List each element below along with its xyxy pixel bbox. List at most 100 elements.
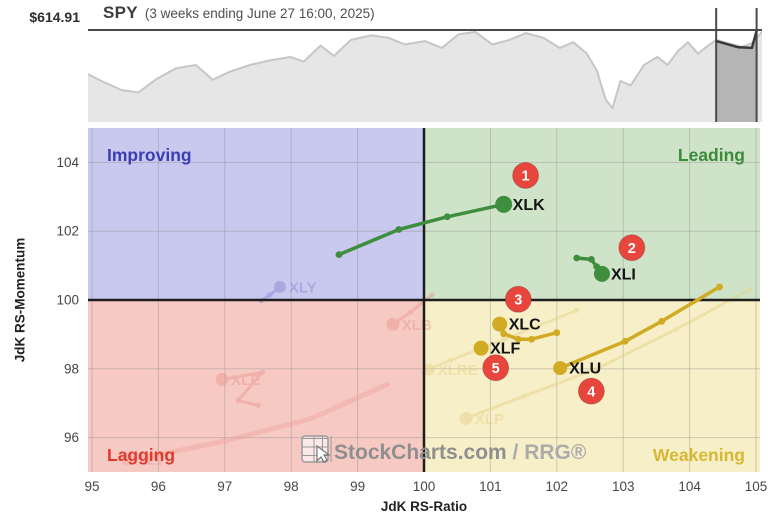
- quadrant-label-leading: Leading: [678, 145, 745, 165]
- rrg-chart: XLY XLB XLE XLV XLRE XLP StockCharts.com / RRG…: [56, 128, 768, 494]
- sector-series-XLK: XLK: [335, 195, 545, 258]
- sector-series-XLF: XLF: [473, 340, 521, 358]
- badge-circle: [618, 234, 646, 262]
- sector-tail-node: [553, 329, 561, 337]
- sector-tail-node: [501, 336, 507, 343]
- sector-endpoint-XLP[interactable]: [459, 411, 473, 425]
- sector-label-XLY[interactable]: XLY: [289, 279, 317, 296]
- sector-label-XLP[interactable]: XLP: [475, 411, 504, 428]
- y-tick-98: 98: [64, 361, 79, 376]
- sector-label-XLB[interactable]: XLB: [402, 317, 432, 334]
- sector-label-XLF[interactable]: XLF: [490, 341, 520, 358]
- x-tick-96: 96: [151, 479, 166, 494]
- sector-endpoint-XLV[interactable]: [121, 452, 135, 466]
- sector-label-XLK[interactable]: XLK: [513, 197, 545, 214]
- badge-circle: [577, 377, 605, 405]
- sector-series-XLP: XLP: [459, 287, 752, 428]
- sector-tail-node: [267, 292, 273, 298]
- badge-number: 4: [587, 384, 595, 400]
- sector-endpoint-XLB[interactable]: [386, 317, 400, 331]
- spy-price-line: [88, 30, 762, 110]
- watermark-cursor-icon: [316, 444, 331, 463]
- sector-series-XLV: XLV: [121, 381, 391, 469]
- badge-2: 2: [618, 234, 646, 262]
- sector-label-XLE[interactable]: XLE: [231, 372, 260, 389]
- x-tick-100: 100: [413, 479, 436, 494]
- sector-tail-node: [746, 287, 752, 293]
- sector-tail-node: [716, 283, 723, 291]
- sector-series-XLC: XLC: [492, 316, 561, 343]
- x-tick-98: 98: [284, 479, 299, 494]
- sector-tail-XLK: [337, 202, 506, 257]
- badge-circle: [512, 161, 540, 189]
- sector-label-XLRE[interactable]: XLRE: [438, 362, 478, 379]
- sector-tail-node: [308, 416, 314, 422]
- sector-label-XLI[interactable]: XLI: [611, 266, 636, 283]
- sector-endpoint-XLF[interactable]: [473, 340, 489, 356]
- quadrant-label-improving: Improving: [107, 145, 192, 165]
- sector-series-XLE: XLE: [215, 369, 266, 408]
- spy-symbol-title: SPY: [103, 3, 138, 22]
- badge-1: 1: [512, 161, 540, 189]
- y-axis-title: JdK RS-Momentum: [12, 237, 28, 363]
- sector-tail-node: [658, 317, 666, 325]
- spy-chart-title: SPY (3 weeks ending June 27 16:00, 2025): [103, 3, 375, 23]
- sector-tail-XLP: [464, 288, 751, 420]
- x-tick-99: 99: [350, 479, 365, 494]
- sector-series-XLI: XLI: [573, 254, 636, 283]
- sector-endpoint-XLK[interactable]: [495, 195, 513, 213]
- sector-tail-node: [155, 452, 161, 458]
- sector-tail-node: [443, 213, 451, 221]
- sector-tail-node: [335, 251, 343, 258]
- sector-label-XLU[interactable]: XLU: [569, 361, 601, 378]
- quadrant-label-weakening: Weakening: [653, 445, 745, 465]
- sector-endpoint-XLI[interactable]: [593, 265, 610, 282]
- spy-window-fill: [716, 30, 757, 122]
- sector-tail-node: [395, 226, 403, 233]
- watermark-text: StockCharts.com / RRG®: [334, 441, 587, 464]
- x-axis-title: JdK RS-Ratio: [380, 499, 468, 514]
- sector-tail-node: [514, 335, 522, 343]
- sector-tail-XLY: [259, 285, 282, 303]
- y-tick-100: 100: [56, 293, 79, 308]
- sector-label-XLV[interactable]: XLV: [137, 452, 165, 469]
- sector-series-XLU: XLU: [553, 283, 723, 378]
- sector-tail-XLE: [220, 370, 265, 407]
- sector-endpoint-XLY[interactable]: [273, 280, 286, 293]
- x-tick-97: 97: [217, 479, 232, 494]
- sector-endpoint-XLU[interactable]: [553, 361, 568, 376]
- y-tick-104: 104: [56, 155, 79, 170]
- spy-price-chart: [88, 8, 762, 122]
- sector-tail-node: [235, 397, 241, 404]
- x-tick-104: 104: [678, 479, 701, 494]
- badge-number: 2: [628, 241, 636, 257]
- sector-label-XLC[interactable]: XLC: [509, 317, 541, 334]
- sector-tail-node: [429, 292, 435, 298]
- sector-tail-node: [260, 369, 266, 375]
- sector-tail-node: [384, 381, 391, 387]
- sector-tail-node: [528, 335, 535, 343]
- badge-4: 4: [577, 377, 605, 405]
- sector-endpoint-XLE[interactable]: [215, 372, 229, 386]
- quadrant-lagging: [88, 300, 424, 472]
- spy-price-label: $614.91: [29, 9, 80, 25]
- watermark: StockCharts.com / RRG®: [301, 435, 587, 464]
- x-tick-95: 95: [84, 479, 99, 494]
- sector-tail-node: [587, 256, 595, 263]
- sector-tail-node: [673, 326, 679, 332]
- x-tick-101: 101: [479, 479, 502, 494]
- spy-area-fill: [88, 31, 762, 122]
- badge-circle: [482, 354, 510, 382]
- badge-5: 5: [482, 354, 510, 382]
- quadrant-leading: [424, 128, 760, 300]
- x-tick-103: 103: [612, 479, 635, 494]
- sector-endpoint-XLRE[interactable]: [422, 363, 435, 376]
- x-tick-105: 105: [745, 479, 768, 494]
- sector-tail-node: [222, 438, 228, 444]
- sector-endpoint-XLC[interactable]: [492, 316, 508, 332]
- spy-period-note: (3 weeks ending June 27 16:00, 2025): [144, 6, 375, 21]
- sector-tail-node: [521, 393, 527, 399]
- sector-tail-node: [574, 307, 580, 313]
- sector-tail-node: [573, 254, 581, 262]
